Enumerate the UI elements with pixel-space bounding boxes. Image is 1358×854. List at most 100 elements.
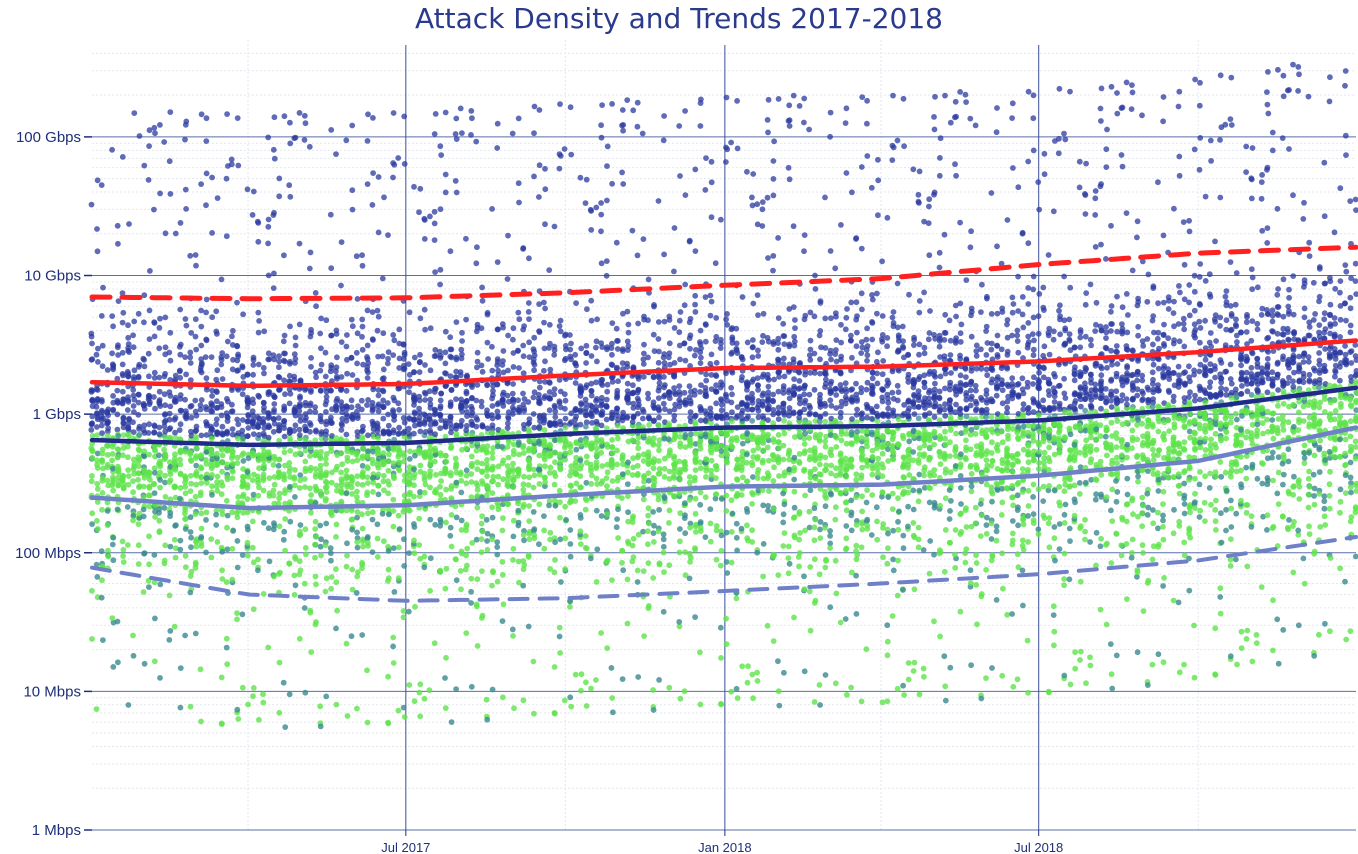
data-point (354, 509, 361, 515)
data-point (369, 309, 376, 315)
data-point (130, 374, 137, 380)
data-point (484, 538, 490, 544)
data-point (635, 531, 642, 538)
data-point (364, 354, 370, 360)
data-point (665, 436, 672, 443)
data-point (645, 477, 652, 484)
data-point (630, 389, 637, 396)
data-point (166, 389, 173, 395)
data-point (572, 470, 579, 477)
data-point (151, 481, 157, 487)
data-point (484, 425, 491, 432)
data-point (193, 462, 200, 469)
data-point (239, 417, 246, 423)
data-point (88, 356, 95, 363)
data-point (442, 328, 449, 335)
data-point (516, 451, 522, 458)
data-point (94, 226, 100, 232)
data-point (240, 509, 247, 516)
data-point (499, 443, 506, 450)
data-point (515, 309, 522, 316)
data-point (364, 534, 371, 540)
data-point (531, 389, 538, 396)
data-point (723, 432, 730, 439)
data-point (266, 558, 273, 565)
data-point (718, 700, 724, 707)
data-point (239, 427, 246, 434)
data-point (458, 477, 465, 484)
data-point (343, 137, 350, 144)
data-point (697, 501, 704, 508)
data-point (197, 492, 204, 499)
data-point (807, 410, 813, 416)
data-point (505, 332, 511, 339)
data-point (479, 615, 485, 621)
data-point (827, 490, 834, 497)
data-point (671, 325, 678, 331)
data-point (483, 696, 490, 703)
data-point (276, 353, 282, 360)
data-point (542, 358, 548, 365)
data-point (811, 350, 818, 357)
data-point (646, 457, 652, 464)
data-point (250, 371, 256, 378)
data-point (364, 667, 370, 674)
data-point (99, 457, 105, 464)
data-point (490, 473, 497, 480)
data-point (141, 363, 148, 370)
data-point (837, 450, 844, 457)
data-point (634, 439, 641, 446)
data-point (187, 456, 194, 463)
data-point (209, 472, 215, 478)
data-point (329, 420, 335, 426)
data-point (427, 516, 434, 523)
data-point (583, 405, 589, 412)
data-point (167, 459, 173, 466)
data-point (807, 487, 814, 494)
data-point (650, 509, 656, 515)
data-point (343, 431, 350, 438)
data-point (474, 416, 481, 423)
data-point (218, 401, 225, 407)
data-point (817, 356, 823, 363)
data-point (292, 582, 299, 589)
data-point (370, 474, 376, 481)
data-point (620, 567, 627, 574)
data-point (182, 526, 189, 532)
data-point (411, 430, 417, 437)
data-point (343, 507, 350, 514)
data-point (354, 544, 361, 551)
data-point (94, 465, 101, 471)
data-point (302, 417, 308, 424)
data-point (208, 354, 215, 360)
data-point (667, 361, 673, 368)
data-point (385, 355, 391, 362)
data-point (775, 459, 782, 466)
data-point (234, 357, 241, 364)
data-point (630, 513, 636, 520)
data-point (104, 367, 111, 373)
data-point (661, 465, 668, 472)
data-point (525, 426, 532, 433)
data-point (406, 371, 413, 378)
data-point (520, 582, 527, 589)
data-point (271, 155, 278, 162)
data-point (110, 557, 117, 564)
data-point (234, 564, 241, 571)
data-point (333, 482, 340, 489)
data-point (157, 190, 164, 197)
data-point (764, 334, 771, 341)
data-point (792, 325, 798, 331)
data-point (442, 109, 449, 116)
data-point (95, 526, 101, 532)
data-point (682, 466, 689, 473)
data-point (546, 321, 553, 328)
data-point (223, 579, 230, 585)
data-point (416, 209, 422, 216)
data-point (733, 685, 740, 692)
data-point (322, 484, 329, 491)
data-point (442, 705, 449, 711)
data-point (817, 431, 824, 438)
data-point (396, 385, 403, 392)
data-point (479, 284, 485, 291)
